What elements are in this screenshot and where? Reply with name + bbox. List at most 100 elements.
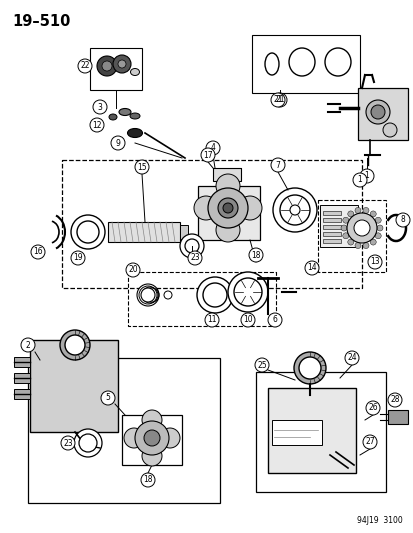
Circle shape [74,429,102,457]
Circle shape [353,220,369,236]
Text: 1: 1 [364,172,368,181]
Text: 28: 28 [389,395,399,405]
Text: 5: 5 [105,393,110,402]
Circle shape [298,357,320,379]
Circle shape [218,198,237,218]
Circle shape [79,434,97,452]
Text: 19–510: 19–510 [12,14,70,29]
Circle shape [216,218,240,242]
Text: 18: 18 [251,251,260,260]
Circle shape [347,211,353,217]
Bar [252,35,359,93]
Text: 12: 12 [92,120,102,130]
Bar [271,420,321,445]
Circle shape [185,239,199,253]
Circle shape [369,211,375,217]
Circle shape [124,428,144,448]
Circle shape [71,215,105,249]
Bar [212,168,240,181]
Text: 13: 13 [369,257,379,266]
Bar [255,372,385,492]
Circle shape [118,60,126,68]
Text: 27: 27 [364,438,374,447]
Circle shape [228,272,267,312]
Circle shape [126,263,140,277]
Bar [62,160,361,288]
Ellipse shape [130,69,139,76]
Circle shape [93,100,107,114]
Text: 25: 25 [256,360,266,369]
Circle shape [61,436,75,450]
Bar [317,200,385,272]
Circle shape [142,410,161,430]
Circle shape [344,351,358,365]
Circle shape [77,221,99,243]
Circle shape [144,430,159,446]
Circle shape [271,93,284,107]
Circle shape [223,203,233,213]
Circle shape [376,225,382,231]
Text: 17: 17 [203,150,212,159]
Ellipse shape [119,109,131,116]
Circle shape [382,123,396,137]
Circle shape [365,100,389,124]
Text: 11: 11 [207,316,216,325]
Circle shape [362,243,368,248]
Circle shape [141,288,154,302]
Circle shape [342,217,348,223]
Circle shape [135,160,149,174]
Bar [322,211,340,215]
Circle shape [342,233,348,239]
Text: 14: 14 [306,263,316,272]
Circle shape [304,261,318,275]
Text: 26: 26 [367,403,377,413]
Text: 7: 7 [275,160,280,169]
Circle shape [367,255,381,269]
Circle shape [347,239,353,245]
Circle shape [374,217,380,223]
Circle shape [237,196,261,220]
Circle shape [78,59,92,73]
Text: 10: 10 [242,316,252,325]
Text: 22: 22 [80,61,90,70]
Circle shape [206,141,219,155]
Circle shape [202,283,226,307]
Text: 1: 1 [357,175,361,184]
Circle shape [90,118,104,132]
Circle shape [354,207,360,213]
Circle shape [346,213,376,243]
Bar [122,415,182,465]
Circle shape [374,233,380,239]
Bar [267,388,355,473]
Bar [322,232,340,236]
Text: 18: 18 [143,475,152,484]
Text: 94J19  3100: 94J19 3100 [356,516,402,525]
Circle shape [102,61,112,71]
Text: 15: 15 [137,163,147,172]
Circle shape [207,188,247,228]
Bar [14,373,30,383]
Circle shape [365,401,379,415]
Text: 16: 16 [33,247,43,256]
Circle shape [362,435,376,449]
Text: 3: 3 [97,102,102,111]
Bar [322,218,340,222]
Bar [387,410,407,424]
Circle shape [142,446,161,466]
Circle shape [293,352,325,384]
Text: 19: 19 [73,254,83,262]
Bar [14,389,30,399]
Text: 6: 6 [272,316,277,325]
Text: 9: 9 [115,139,120,148]
Circle shape [101,391,115,405]
Text: 23: 23 [190,254,199,262]
Circle shape [21,338,35,352]
Ellipse shape [130,113,140,119]
Bar [14,357,30,367]
Text: 24: 24 [347,353,356,362]
Circle shape [352,173,366,187]
Circle shape [272,188,316,232]
Circle shape [97,56,117,76]
Ellipse shape [127,128,142,138]
Bar [128,272,275,326]
